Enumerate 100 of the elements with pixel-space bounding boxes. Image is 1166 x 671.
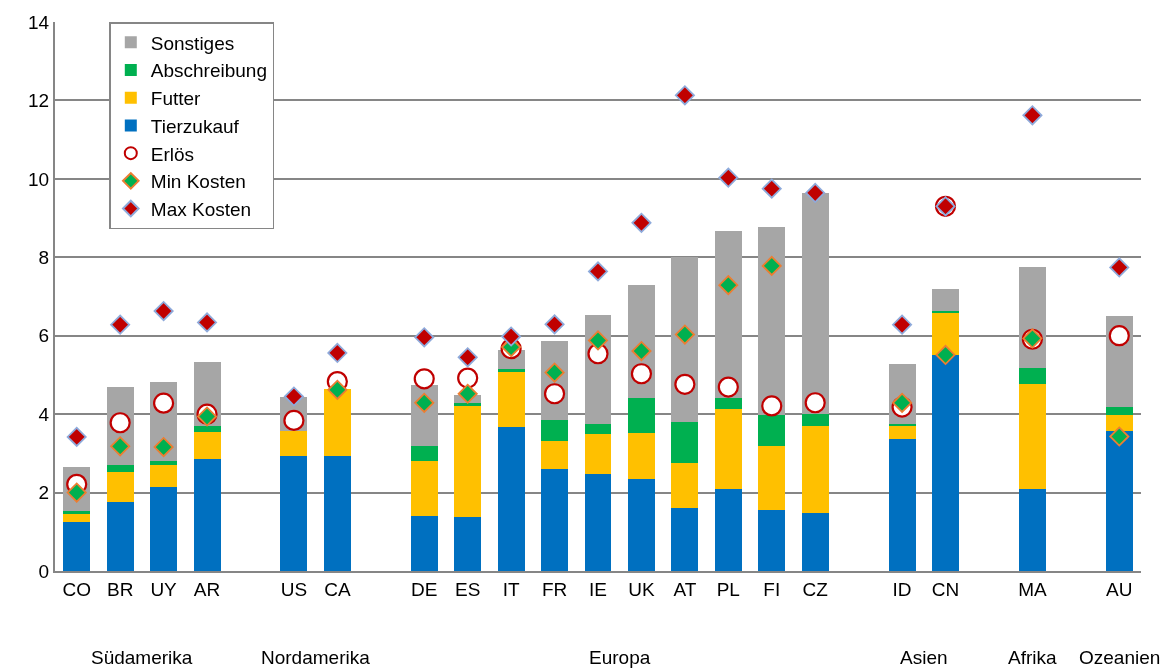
bar: [454, 405, 482, 518]
bar: [497, 369, 525, 373]
bar: [106, 472, 134, 502]
point: [414, 327, 435, 348]
point: [414, 392, 435, 413]
bar: [932, 288, 959, 312]
bar: [584, 434, 612, 474]
text: Südamerika: [91, 647, 193, 668]
x-tick-label: MA: [1018, 578, 1047, 600]
point: [935, 344, 956, 365]
point: [761, 255, 782, 276]
point: [501, 326, 522, 347]
y-tick-label: 4: [38, 403, 50, 425]
y-tick-label: 0: [38, 560, 50, 582]
legend-label: Min Kosten: [150, 171, 246, 193]
x-tick-label: FR: [541, 578, 568, 600]
text: Europa: [589, 647, 651, 668]
x-tick-label: UY: [150, 578, 178, 600]
bar: [410, 515, 438, 571]
point: [457, 347, 478, 368]
bar: [888, 439, 916, 571]
bar: [801, 425, 829, 513]
bar: [714, 398, 742, 409]
y-tick-label: 10: [28, 168, 50, 190]
x-tick-label: ES: [455, 578, 481, 600]
bar: [280, 430, 308, 457]
point: [153, 301, 174, 322]
point: [588, 261, 608, 282]
bar: [758, 415, 786, 446]
bar: [150, 487, 178, 571]
bar: [801, 192, 829, 415]
bar: [63, 522, 91, 571]
bar: [932, 312, 959, 355]
bar: [63, 511, 91, 515]
bar: [150, 464, 178, 488]
legend-label: Sonstiges: [150, 32, 235, 54]
text: Ozeanien: [1079, 647, 1161, 668]
point: [153, 392, 175, 414]
bar: [1018, 384, 1046, 490]
x-tick-label: AT: [673, 578, 697, 600]
bar: [1105, 430, 1133, 571]
text: Afrika: [1008, 647, 1057, 668]
x-tick-label: FI: [763, 578, 781, 600]
x-tick-label: UK: [628, 578, 655, 600]
point: [283, 386, 304, 407]
x-tick-label: BR: [106, 578, 134, 600]
x-tick-label: AU: [1106, 578, 1133, 600]
y-tick-label: 12: [28, 90, 50, 112]
bar: [758, 509, 786, 571]
bar: [193, 459, 221, 571]
x-tick-label: CN: [931, 578, 960, 600]
text: Asien: [900, 647, 948, 668]
point: [1022, 105, 1043, 126]
x-tick-label: AR: [193, 578, 221, 600]
bar: [584, 473, 612, 571]
point: [543, 383, 566, 405]
point: [197, 312, 218, 333]
point: [153, 437, 174, 458]
point: [718, 275, 739, 296]
bar: [801, 414, 829, 426]
point: [761, 395, 783, 417]
bar: [454, 517, 482, 571]
x-tick-label: DE: [411, 578, 438, 600]
x-tick-label: IT: [502, 578, 520, 600]
bar: [714, 489, 742, 571]
bar: [801, 512, 829, 571]
x-tick-label: US: [280, 578, 308, 600]
bar: [106, 501, 134, 571]
x-tick-label: CA: [324, 578, 351, 600]
point: [892, 314, 913, 335]
bar: [584, 424, 612, 435]
point: [718, 167, 739, 188]
x-tick-label: PL: [716, 578, 740, 600]
bar: [888, 423, 916, 426]
bar: [63, 514, 91, 523]
legend-label: Max Kosten: [150, 198, 252, 220]
point: [327, 342, 348, 363]
bar: [541, 441, 569, 470]
bar: [280, 456, 308, 571]
bar: [671, 463, 699, 509]
point: [630, 363, 653, 385]
bar: [541, 469, 569, 571]
x-tick-label: CO: [62, 578, 91, 600]
bar: [323, 389, 351, 457]
point: [674, 324, 695, 345]
bar: [410, 461, 438, 516]
point: [674, 85, 695, 106]
legend-label: Abschreibung: [150, 60, 267, 82]
point: [674, 373, 696, 395]
legend-label: Tierzukauf: [150, 115, 240, 137]
bar: [497, 427, 525, 571]
x-tick-label: IE: [589, 578, 607, 600]
point: [631, 341, 652, 362]
point: [1109, 257, 1130, 278]
point: [457, 383, 478, 404]
point: [804, 392, 826, 414]
bar: [541, 420, 569, 442]
bar: [758, 445, 786, 510]
point: [717, 376, 739, 398]
point: [1108, 325, 1130, 347]
